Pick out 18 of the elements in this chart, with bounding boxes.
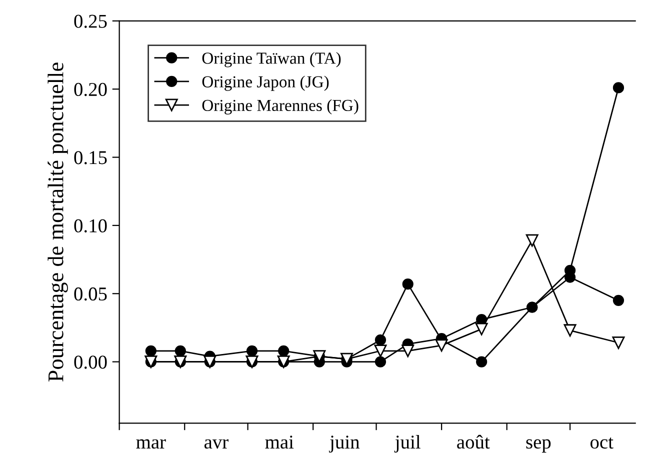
x-tick-label: sep	[526, 439, 551, 453]
x-tick-label: juin	[328, 436, 360, 453]
x-tick-label: juil	[394, 434, 420, 453]
y-tick-label: 0.25	[74, 14, 107, 28]
y-tick-label: 0.10	[74, 219, 107, 232]
x-tick-label: oct	[590, 438, 614, 449]
x-tick-label: août	[457, 434, 490, 449]
y-tick-label: 0.05	[74, 287, 107, 301]
y-tick-label: 0.00	[74, 356, 107, 369]
x-tick-label: mai	[265, 436, 294, 449]
y-tick-label: 0.20	[74, 82, 107, 96]
y-tick-label: 0.15	[74, 151, 107, 164]
legend-label: Origine Japon (JG)	[202, 76, 329, 91]
x-tick-label: avr	[204, 439, 228, 449]
y-axis-title: Pourcentage de mortalité ponctuelle	[48, 62, 68, 382]
legend-label: Origine Marennes (FG)	[202, 99, 358, 114]
legend-label: Origine Taïwan (TA)	[202, 52, 341, 68]
x-tick-label: mar	[136, 439, 166, 449]
